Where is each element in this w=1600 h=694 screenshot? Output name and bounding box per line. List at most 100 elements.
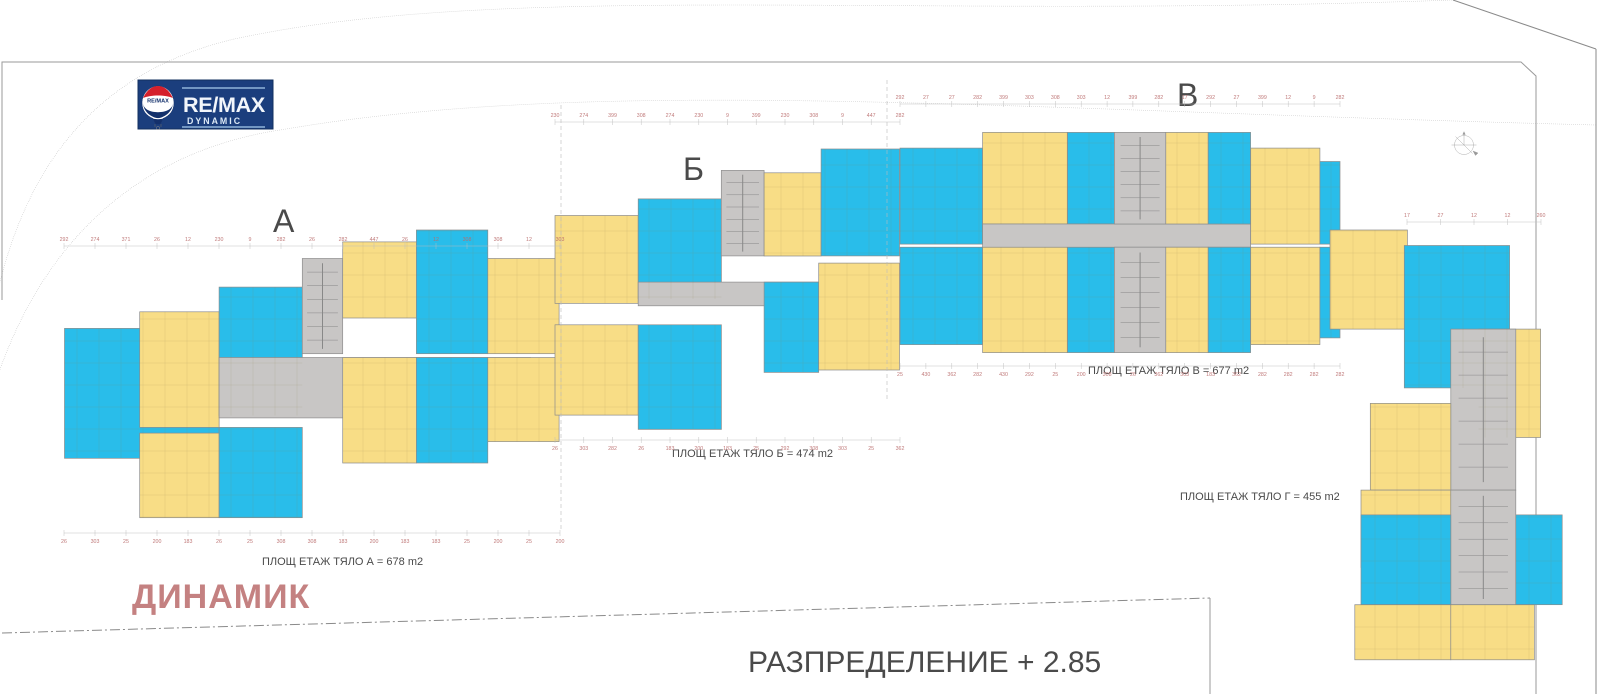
svg-text:25: 25 xyxy=(123,539,129,545)
svg-text:26: 26 xyxy=(154,237,160,243)
svg-text:308: 308 xyxy=(1051,95,1060,101)
svg-text:25: 25 xyxy=(464,539,470,545)
svg-text:282: 282 xyxy=(1154,95,1163,101)
svg-text:292: 292 xyxy=(1025,372,1034,378)
svg-text:282: 282 xyxy=(1284,372,1293,378)
svg-text:230: 230 xyxy=(781,113,790,119)
svg-text:25: 25 xyxy=(753,446,759,452)
svg-text:200: 200 xyxy=(1077,372,1086,378)
svg-text:292: 292 xyxy=(896,95,905,101)
svg-text:26: 26 xyxy=(309,237,315,243)
svg-text:362: 362 xyxy=(1232,372,1241,378)
svg-text:17: 17 xyxy=(1404,213,1410,219)
svg-text:25: 25 xyxy=(897,372,903,378)
svg-text:183: 183 xyxy=(666,446,675,452)
svg-text:183: 183 xyxy=(184,539,193,545)
svg-text:274: 274 xyxy=(579,113,588,119)
svg-text:303: 303 xyxy=(1025,95,1034,101)
svg-text:447: 447 xyxy=(867,113,876,119)
svg-text:25: 25 xyxy=(247,539,253,545)
svg-text:399: 399 xyxy=(1258,95,1267,101)
svg-text:12: 12 xyxy=(185,237,191,243)
svg-text:282: 282 xyxy=(973,95,982,101)
svg-text:А: А xyxy=(273,203,295,239)
svg-text:12: 12 xyxy=(1505,213,1511,219)
svg-text:183: 183 xyxy=(401,539,410,545)
svg-text:308: 308 xyxy=(463,237,472,243)
svg-text:274: 274 xyxy=(666,113,675,119)
svg-text:308: 308 xyxy=(809,113,818,119)
svg-text:303: 303 xyxy=(579,446,588,452)
svg-text:292: 292 xyxy=(1206,95,1215,101)
svg-text:200: 200 xyxy=(370,539,379,545)
svg-text:26: 26 xyxy=(216,539,222,545)
svg-text:292: 292 xyxy=(60,237,69,243)
svg-text:12: 12 xyxy=(1471,213,1477,219)
svg-text:12: 12 xyxy=(1104,95,1110,101)
svg-text:303: 303 xyxy=(91,539,100,545)
svg-text:282: 282 xyxy=(1336,95,1345,101)
svg-text:9: 9 xyxy=(841,113,844,119)
svg-text:230: 230 xyxy=(551,113,560,119)
svg-text:308: 308 xyxy=(308,539,317,545)
svg-text:292: 292 xyxy=(781,446,790,452)
svg-text:RE/MAX: RE/MAX xyxy=(147,99,169,105)
svg-text:308: 308 xyxy=(277,539,286,545)
svg-text:12: 12 xyxy=(433,237,439,243)
svg-text:230: 230 xyxy=(215,237,224,243)
svg-text:303: 303 xyxy=(838,446,847,452)
svg-text:183: 183 xyxy=(723,446,732,452)
svg-text:27: 27 xyxy=(1234,95,1240,101)
svg-text:ПЛОЩ ЕТАЖ ТЯЛО Г = 455 m2: ПЛОЩ ЕТАЖ ТЯЛО Г = 455 m2 xyxy=(1180,491,1340,503)
svg-text:9: 9 xyxy=(249,237,252,243)
svg-text:282: 282 xyxy=(1336,372,1345,378)
svg-text:399: 399 xyxy=(1128,95,1137,101)
svg-text:282: 282 xyxy=(339,237,348,243)
svg-text:25: 25 xyxy=(868,446,874,452)
svg-text:26: 26 xyxy=(1130,372,1136,378)
svg-text:230: 230 xyxy=(694,113,703,119)
svg-text:303: 303 xyxy=(1077,95,1086,101)
svg-text:ПЛОЩ ЕТАЖ ТЯЛО В = 677 m2: ПЛОЩ ЕТАЖ ТЯЛО В = 677 m2 xyxy=(1088,365,1249,377)
svg-text:183: 183 xyxy=(1206,372,1215,378)
svg-text:282: 282 xyxy=(1258,372,1267,378)
svg-text:В: В xyxy=(1177,77,1198,113)
svg-text:DYNAMIC: DYNAMIC xyxy=(187,116,242,126)
svg-text:430: 430 xyxy=(999,372,1008,378)
svg-text:26: 26 xyxy=(61,539,67,545)
svg-text:308: 308 xyxy=(1103,372,1112,378)
svg-text:399: 399 xyxy=(752,113,761,119)
svg-text:RE/MAX: RE/MAX xyxy=(183,94,265,117)
svg-text:399: 399 xyxy=(999,95,1008,101)
svg-text:308: 308 xyxy=(809,446,818,452)
svg-text:26: 26 xyxy=(402,237,408,243)
svg-text:362: 362 xyxy=(896,446,905,452)
svg-text:Б: Б xyxy=(683,151,704,187)
svg-text:200: 200 xyxy=(556,539,565,545)
svg-text:12: 12 xyxy=(1285,95,1291,101)
svg-text:303: 303 xyxy=(1180,372,1189,378)
svg-text:362: 362 xyxy=(1154,372,1163,378)
svg-text:26: 26 xyxy=(552,446,558,452)
svg-text:25: 25 xyxy=(526,539,532,545)
svg-text:371: 371 xyxy=(122,237,131,243)
svg-text:27: 27 xyxy=(923,95,929,101)
svg-text:200: 200 xyxy=(494,539,503,545)
svg-text:183: 183 xyxy=(432,539,441,545)
svg-text:ДИНАМИК: ДИНАМИК xyxy=(132,578,310,616)
svg-text:25: 25 xyxy=(1052,372,1058,378)
svg-text:27: 27 xyxy=(1438,213,1444,219)
svg-text:430: 430 xyxy=(921,372,930,378)
svg-text:РАЗПРЕДЕЛЕНИЕ + 2.85: РАЗПРЕДЕЛЕНИЕ + 2.85 xyxy=(748,646,1101,679)
svg-text:308: 308 xyxy=(494,237,503,243)
svg-text:200: 200 xyxy=(694,446,703,452)
svg-text:282: 282 xyxy=(973,372,982,378)
svg-text:ПЛОЩ ЕТАЖ ТЯЛО А = 678 m2: ПЛОЩ ЕТАЖ ТЯЛО А = 678 m2 xyxy=(262,556,423,568)
svg-text:282: 282 xyxy=(277,237,286,243)
svg-text:399: 399 xyxy=(608,113,617,119)
svg-text:12: 12 xyxy=(526,237,532,243)
svg-text:27: 27 xyxy=(949,95,955,101)
svg-text:362: 362 xyxy=(947,372,956,378)
svg-text:200: 200 xyxy=(153,539,162,545)
svg-text:17: 17 xyxy=(1182,95,1188,101)
